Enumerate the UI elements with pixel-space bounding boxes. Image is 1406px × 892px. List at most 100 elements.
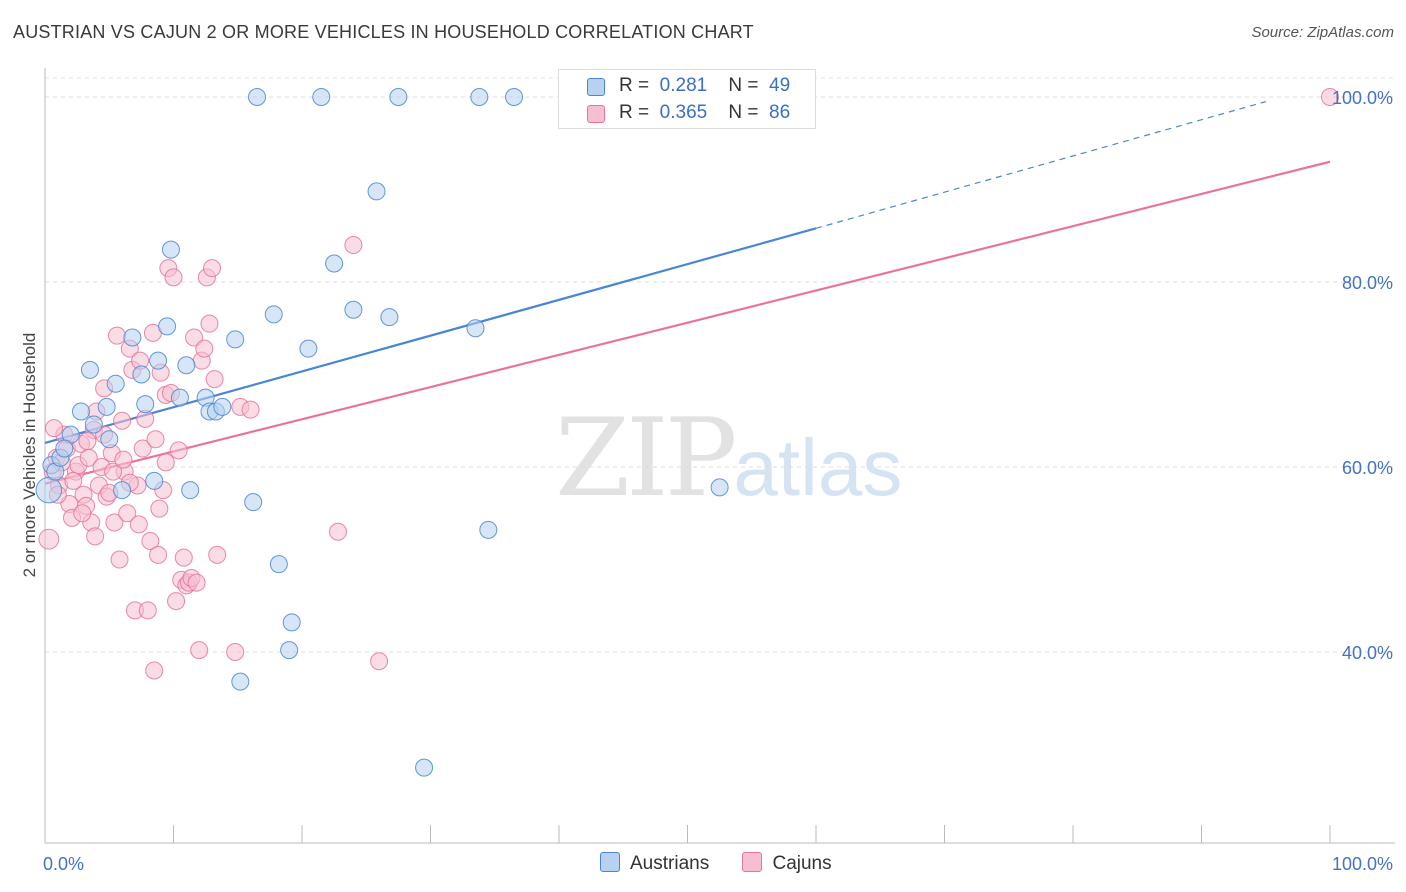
point-cajuns [195, 339, 214, 358]
n-label: N = [728, 75, 759, 96]
point-austrians [97, 397, 116, 416]
point-cajuns [138, 601, 157, 620]
point-austrians [136, 395, 155, 414]
point-cajuns [149, 545, 168, 564]
point-austrians [100, 430, 119, 449]
grid-lines [45, 77, 1395, 653]
stats-row-cajuns: R = 0.365 N = 86 [587, 102, 790, 124]
point-austrians [470, 88, 489, 106]
r-label: R = [619, 75, 650, 96]
x-tick-label-min: 0.0% [43, 854, 84, 874]
point-austrians [161, 240, 180, 259]
point-austrians [181, 481, 200, 500]
point-cajuns [200, 314, 219, 333]
n-value: 86 [769, 102, 791, 123]
point-cajuns [114, 450, 133, 469]
point-austrians [84, 415, 103, 434]
point-cajuns [133, 439, 152, 458]
stats-legend: R = 0.281 N = 49 R = 0.365 N = 86 [558, 69, 816, 129]
point-cajuns [141, 532, 160, 550]
axes [44, 68, 1395, 844]
point-cajuns [78, 432, 97, 451]
point-cajuns [344, 236, 363, 254]
trend-line-extension-austrians [815, 101, 1266, 229]
r-label: R = [619, 102, 650, 123]
point-austrians [106, 374, 125, 393]
point-cajuns [164, 268, 183, 287]
chart-title: AUSTRIAN VS CAJUN 2 OR MORE VEHICLES IN … [13, 22, 754, 42]
point-cajuns [174, 548, 193, 567]
y-axis-label: 2 or more Vehicles in Household [20, 332, 39, 578]
point-austrians [344, 300, 363, 319]
trend-line-austrians [44, 227, 817, 445]
x-tick-label-max: 100.0% [1332, 854, 1393, 874]
point-cajuns [203, 259, 222, 278]
point-austrians [264, 305, 283, 324]
point-cajuns [190, 641, 209, 660]
point-austrians [325, 254, 344, 273]
point-austrians [380, 308, 399, 327]
r-value: 0.281 [659, 75, 708, 96]
point-cajuns [185, 328, 204, 347]
point-cajuns [156, 453, 175, 472]
point-austrians [123, 328, 142, 347]
trend-line-cajuns [44, 160, 1331, 485]
legend-label-cajuns: Cajuns [772, 853, 832, 874]
n-label: N = [728, 102, 759, 123]
tick-labels: 40.0% 60.0% 80.0% 100.0% 0.0% 100.0% [43, 88, 1393, 874]
point-austrians [248, 88, 267, 106]
point-austrians [312, 88, 331, 106]
point-austrians [71, 402, 90, 421]
point-cajuns [110, 550, 129, 569]
point-austrians [244, 493, 263, 512]
point-cajuns [226, 643, 245, 661]
point-austrians [466, 319, 485, 338]
legend-item-austrians[interactable]: Austrians [600, 852, 709, 875]
point-austrians [389, 88, 408, 106]
point-cajuns [44, 419, 63, 438]
point-cajuns [64, 471, 83, 490]
point-austrians [213, 397, 232, 416]
point-austrians [280, 641, 299, 660]
y-tick-label: 40.0% [1342, 643, 1393, 663]
point-cajuns [328, 522, 347, 541]
point-austrians [269, 555, 288, 574]
point-cajuns [167, 592, 186, 611]
stats-row-austrians: R = 0.281 N = 49 [587, 75, 790, 97]
point-cajuns [107, 326, 126, 345]
point-cajuns [208, 545, 227, 564]
point-austrians [80, 360, 99, 379]
austrians-legend-swatch [600, 852, 620, 872]
n-value: 49 [769, 75, 791, 96]
r-value: 0.365 [659, 102, 708, 123]
point-cajuns [150, 499, 169, 518]
point-cajuns [187, 573, 206, 592]
point-cajuns [73, 504, 92, 523]
point-cajuns [370, 652, 389, 671]
point-cajuns [145, 661, 164, 680]
point-austrians [132, 365, 151, 384]
series-legend: Austrians Cajuns [600, 852, 860, 875]
point-austrians [299, 339, 318, 358]
point-austrians [479, 520, 498, 539]
source-credit: Source: ZipAtlas.com [1251, 24, 1394, 41]
point-austrians [282, 613, 301, 632]
point-cajuns [86, 527, 105, 546]
legend-item-cajuns[interactable]: Cajuns [742, 852, 832, 875]
point-austrians [145, 471, 164, 490]
point-cajuns [104, 462, 123, 481]
point-cajuns [129, 515, 148, 534]
point-cajuns [205, 370, 224, 389]
cajuns-legend-swatch [742, 852, 763, 872]
point-austrians [177, 356, 196, 375]
y-tick-label: 60.0% [1342, 458, 1393, 478]
cajuns-swatch [587, 105, 605, 123]
point-cajuns [118, 504, 137, 523]
point-austrians [367, 182, 386, 201]
point-austrians [415, 758, 434, 777]
trend-lines [44, 101, 1331, 485]
y-tick-label: 80.0% [1342, 273, 1393, 293]
point-austrians [158, 317, 177, 336]
point-cajuns [146, 430, 165, 449]
